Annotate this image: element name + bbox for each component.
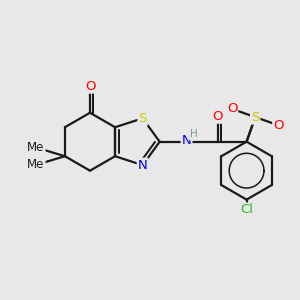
Text: Cl: Cl — [240, 203, 253, 217]
Text: H: H — [190, 130, 198, 140]
Text: N: N — [182, 134, 191, 147]
Text: O: O — [273, 119, 284, 132]
Text: Me: Me — [27, 141, 45, 154]
Text: S: S — [251, 111, 260, 124]
Text: S: S — [138, 112, 147, 125]
Text: Me: Me — [27, 158, 45, 171]
Text: O: O — [85, 80, 95, 93]
Text: O: O — [227, 102, 237, 116]
Text: O: O — [212, 110, 223, 123]
Text: N: N — [138, 159, 148, 172]
